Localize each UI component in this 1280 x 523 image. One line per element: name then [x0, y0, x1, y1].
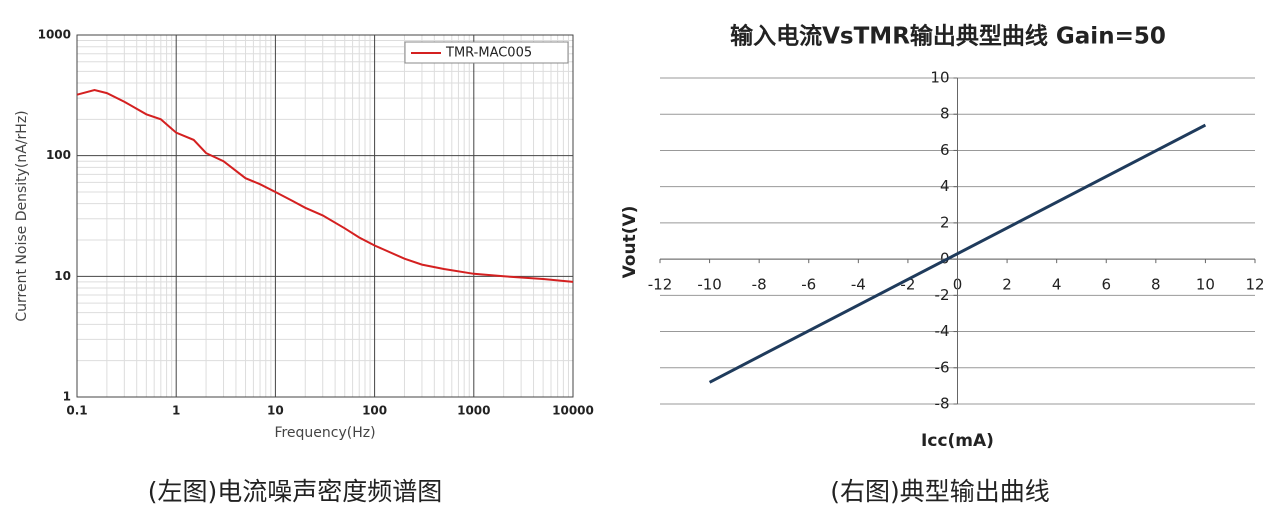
caption: (右图)典型输出曲线 — [830, 477, 1050, 506]
y-tick-label: 2 — [940, 213, 950, 231]
x-axis-label: Frequency(Hz) — [274, 425, 375, 441]
y-tick-label: 1 — [63, 390, 71, 404]
y-tick-label: -2 — [935, 286, 950, 304]
y-axis-label: Current Noise Density(nA/rHz) — [14, 110, 30, 321]
caption: (左图)电流噪声密度频谱图 — [148, 477, 443, 506]
y-tick-label: 10 — [930, 69, 949, 87]
data-line — [708, 123, 1207, 384]
x-tick-label: 10000 — [552, 404, 594, 418]
y-tick-label: -6 — [935, 358, 950, 376]
x-tick-label: 10 — [1196, 276, 1215, 294]
x-tick-label: 4 — [1052, 276, 1062, 294]
y-tick-label: -8 — [935, 395, 950, 413]
x-tick-label: 10 — [267, 404, 284, 418]
y-tick-label: 100 — [46, 148, 71, 162]
x-tick-label: 8 — [1151, 276, 1161, 294]
x-tick-label: 12 — [1245, 276, 1264, 294]
x-tick-label: -6 — [801, 276, 816, 294]
y-tick-label: 6 — [940, 141, 950, 159]
chart-title: 输入电流VsTMR输出典型曲线 Gain=50 — [730, 23, 1166, 50]
x-tick-label: 0.1 — [66, 404, 87, 418]
y-tick-label: 1000 — [38, 28, 71, 42]
legend-label: TMR-MAC005 — [445, 46, 532, 61]
x-tick-label: -8 — [752, 276, 767, 294]
x-tick-label: 1000 — [457, 404, 490, 418]
legend-box — [404, 41, 569, 64]
x-axis-label: Icc(mA) — [921, 431, 994, 451]
y-tick-label: 8 — [940, 105, 950, 123]
y-tick-label: 10 — [54, 269, 71, 283]
data-line — [76, 88, 574, 283]
x-tick-label: -12 — [648, 276, 673, 294]
x-tick-label: 100 — [362, 404, 387, 418]
x-tick-label: 6 — [1101, 276, 1111, 294]
x-tick-label: -10 — [697, 276, 722, 294]
x-tick-label: -4 — [851, 276, 866, 294]
x-tick-label: 1 — [172, 404, 180, 418]
y-axis-label: Vout(V) — [620, 206, 640, 279]
x-tick-label: 2 — [1002, 276, 1012, 294]
y-tick-label: -4 — [935, 322, 950, 340]
y-tick-label: 4 — [940, 177, 950, 195]
